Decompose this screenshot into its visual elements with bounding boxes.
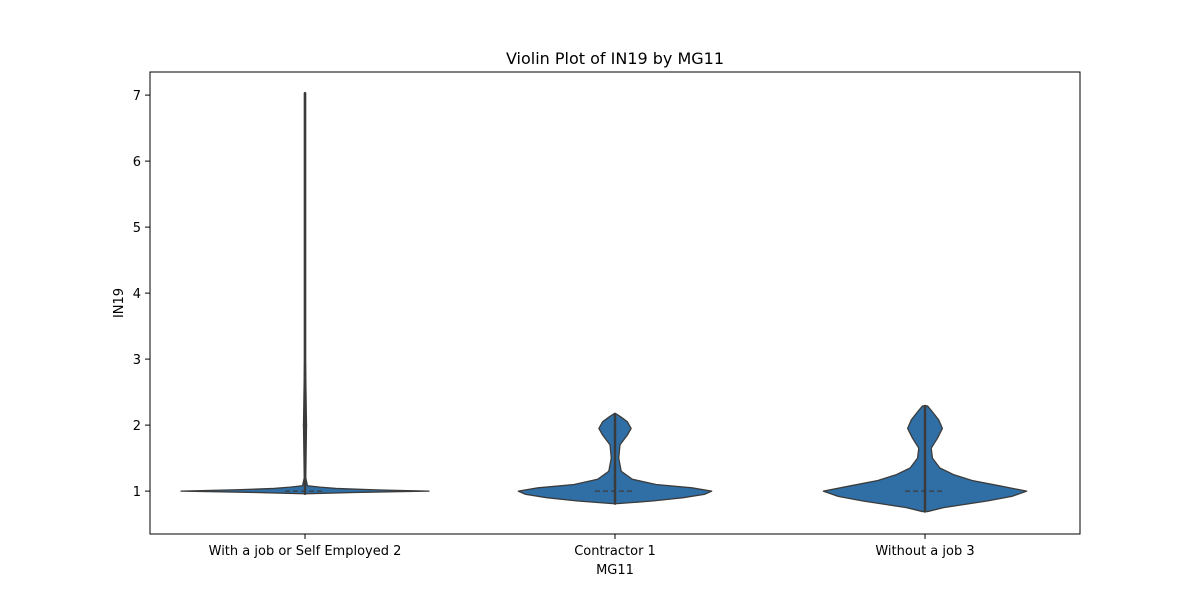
x-tick-label: Contractor 1 — [574, 544, 656, 559]
y-tick-label: 4 — [133, 287, 141, 302]
y-axis-label: IN19 — [112, 288, 127, 318]
violin-layer — [180, 91, 1028, 513]
violin-outlier — [302, 422, 308, 428]
violin-group — [822, 404, 1028, 513]
x-tick-label: With a job or Self Employed 2 — [209, 544, 402, 559]
y-tick-label: 1 — [133, 485, 141, 500]
y-axis: 1 2 3 4 5 6 7 — [133, 89, 150, 500]
chart-title: Violin Plot of IN19 by MG11 — [506, 49, 724, 68]
y-tick-label: 7 — [133, 89, 141, 104]
x-axis-label: MG11 — [596, 563, 634, 578]
y-tick-label: 3 — [133, 353, 141, 368]
y-tick-label: 6 — [133, 155, 141, 170]
x-tick-label: Without a job 3 — [875, 544, 974, 559]
violin-group — [180, 91, 430, 495]
violin-group — [517, 412, 713, 505]
y-tick-label: 5 — [133, 221, 141, 236]
x-axis: With a job or Self Employed 2 Contractor … — [209, 534, 975, 559]
y-tick-label: 2 — [133, 419, 141, 434]
